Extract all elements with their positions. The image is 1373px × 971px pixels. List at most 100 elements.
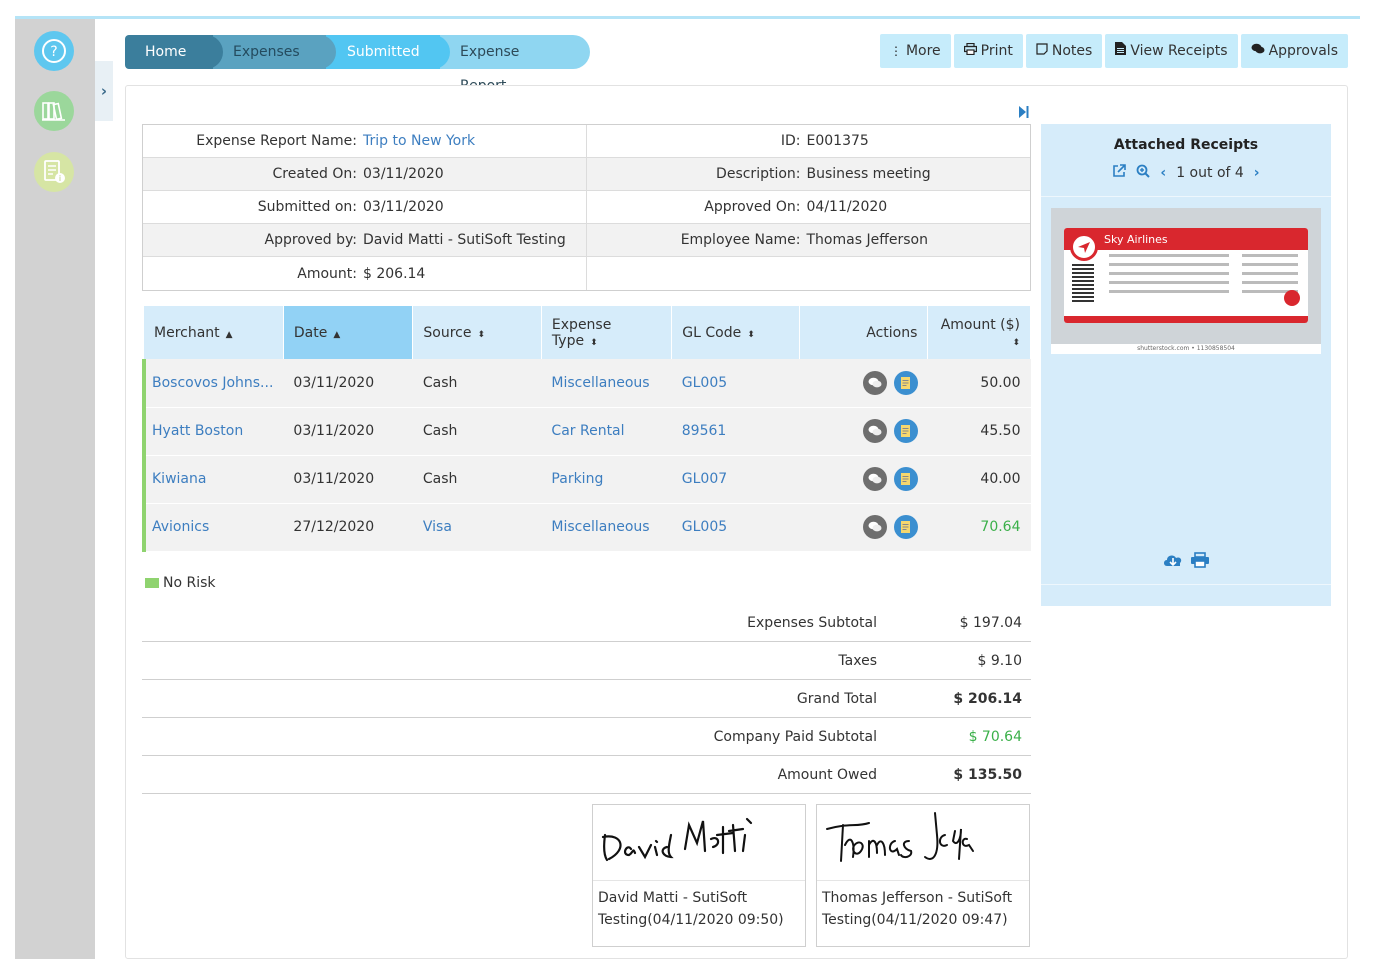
employee-name-label: Employee Name: <box>680 232 801 248</box>
gl-code-cell[interactable]: GL007 <box>671 455 800 504</box>
report-details: Expense Report Name: Trip to New York ID:… <box>142 124 1031 291</box>
breadcrumb-home[interactable]: Home <box>125 35 223 69</box>
date-cell: 03/11/2020 <box>283 359 413 408</box>
gl-code-cell[interactable]: 89561 <box>671 407 800 456</box>
table-row: Boscovos Johns... 03/11/2020 Cash Miscel… <box>141 359 1031 408</box>
created-on-label: Created On: <box>272 166 357 182</box>
amount-owed-row: Amount Owed $ 135.50 <box>142 756 1031 794</box>
merchant-column-header[interactable]: Merchant ▲ <box>144 306 284 359</box>
expenses-subtotal-value: $ 197.04 <box>887 614 1031 631</box>
view-receipts-button[interactable]: View Receipts <box>1105 34 1238 68</box>
collapse-receipts-icon[interactable] <box>1019 106 1029 122</box>
comment-icon[interactable] <box>862 467 887 491</box>
print-button[interactable]: Print <box>953 34 1023 68</box>
date-column-header[interactable]: Date ▲ <box>283 306 414 359</box>
source-column-header[interactable]: Source ⬍ <box>412 306 542 359</box>
sort-icon: ⬍ <box>1012 337 1020 348</box>
taxes-row: Taxes $ 9.10 <box>142 642 1031 680</box>
amount-owed-value: $ 135.50 <box>887 766 1031 783</box>
receipt-thumbnail[interactable]: Sky Airlines shutterstock.com • 11308585… <box>1051 208 1321 354</box>
breadcrumb-expenses[interactable]: Expenses <box>213 35 336 69</box>
boarding-pass-image: Sky Airlines <box>1064 228 1308 323</box>
description-value: Business meeting <box>806 166 931 182</box>
merchant-cell[interactable]: Hyatt Boston <box>141 407 284 456</box>
amount-cell: 70.64 <box>927 503 1031 552</box>
receipt-icon[interactable] <box>893 370 918 395</box>
image-credit: shutterstock.com • 1130858504 <box>1051 344 1321 354</box>
comment-icon[interactable] <box>862 370 887 395</box>
approvals-label: Approvals <box>1268 43 1338 59</box>
report-name-link[interactable]: Trip to New York <box>363 133 476 149</box>
gl-code-cell[interactable]: GL005 <box>671 359 800 408</box>
chevron-right-icon: › <box>100 82 108 100</box>
date-cell: 03/11/2020 <box>283 407 413 456</box>
expense-type-column-header[interactable]: Expense Type ⬍ <box>541 306 673 359</box>
cloud-download-icon[interactable] <box>1162 552 1184 572</box>
merchant-cell[interactable]: Kiwiana <box>141 455 284 504</box>
more-label: More <box>905 43 941 59</box>
external-link-icon[interactable] <box>1112 164 1127 182</box>
notes-label: Notes <box>1051 43 1093 59</box>
airplane-icon <box>1070 233 1098 261</box>
breadcrumb-submitted[interactable]: Submitted <box>326 35 450 69</box>
zoom-in-icon[interactable] <box>1136 164 1151 182</box>
report-name-label: Expense Report Name: <box>196 133 357 149</box>
divider <box>1041 584 1331 585</box>
signature-image <box>593 805 805 881</box>
sort-icon: ⬍ <box>747 329 755 340</box>
more-button[interactable]: ⋮ More <box>879 34 951 68</box>
sidebar-expand-toggle[interactable]: › <box>95 61 113 121</box>
approver-signature-card: David Matti - SutiSoft Testing(04/11/202… <box>592 804 806 947</box>
source-cell: Cash <box>412 359 542 408</box>
gl-code-cell[interactable]: GL005 <box>671 503 800 552</box>
company-paid-value: $ 70.64 <box>887 728 1031 745</box>
merchant-cell[interactable]: Boscovos Johns... <box>141 359 284 408</box>
merchant-cell[interactable]: Avionics <box>141 503 284 552</box>
employee-signature-card: Thomas Jefferson - SutiSoft Testing(04/1… <box>816 804 1030 947</box>
library-icon[interactable] <box>34 91 74 131</box>
signer-name: David Matti - SutiSoft <box>598 890 748 906</box>
report-info-icon[interactable]: i <box>34 152 74 192</box>
receipt-icon[interactable] <box>893 515 918 539</box>
expense-type-cell[interactable]: Parking <box>541 455 672 504</box>
expense-type-cell[interactable]: Car Rental <box>541 407 672 456</box>
comment-icon[interactable] <box>862 419 887 443</box>
details-row: Amount: $ 206.14 <box>143 257 1030 290</box>
approved-on-value: 04/11/2020 <box>806 199 888 215</box>
receipt-icon[interactable] <box>893 419 918 443</box>
gl-code-column-header[interactable]: GL Code ⬍ <box>671 306 801 359</box>
amount-value: $ 206.14 <box>363 265 426 282</box>
details-row: Created On: 03/11/2020 Description: Busine… <box>143 158 1030 191</box>
comment-icon[interactable] <box>862 515 887 539</box>
source-cell: Cash <box>412 455 542 504</box>
chevron-right-icon[interactable]: › <box>1253 165 1260 181</box>
expense-type-cell[interactable]: Miscellaneous <box>541 503 672 552</box>
print-icon <box>963 34 977 68</box>
signature-timestamp: Testing(04/11/2020 09:50) <box>598 912 784 928</box>
expense-type-cell[interactable]: Miscellaneous <box>541 359 672 408</box>
view-receipts-label: View Receipts <box>1130 43 1228 59</box>
receipt-icon[interactable] <box>893 467 918 491</box>
attached-receipts-panel: Attached Receipts ‹ 1 out of 4 › Sky Air… <box>1041 124 1331 606</box>
table-row: Avionics 27/12/2020 Visa Miscellaneous G… <box>141 503 1031 552</box>
chevron-left-icon[interactable]: ‹ <box>1160 165 1167 181</box>
signature-timestamp: Testing(04/11/2020 09:47) <box>822 912 1008 928</box>
sort-asc-icon: ▲ <box>333 329 341 340</box>
help-icon[interactable]: ? <box>34 31 74 71</box>
approvals-button[interactable]: Approvals <box>1240 34 1348 68</box>
notes-button[interactable]: Notes <box>1025 34 1103 68</box>
table-row: Kiwiana 03/11/2020 Cash Parking GL007 40… <box>141 455 1031 504</box>
print-icon[interactable] <box>1190 552 1210 572</box>
amount-cell: 40.00 <box>927 455 1031 504</box>
amount-column-header[interactable]: Amount ($) ⬍ <box>927 306 1031 359</box>
source-cell[interactable]: Visa <box>412 503 542 552</box>
receipt-pager: ‹ 1 out of 4 › <box>1041 163 1331 183</box>
details-row: Submitted on: 03/11/2020 Approved On: 04/1… <box>143 191 1030 224</box>
receipt-pager-label: 1 out of 4 <box>1176 165 1244 181</box>
expenses-subtotal-row: Expenses Subtotal $ 197.04 <box>142 604 1031 642</box>
breadcrumb: Home Expenses Submitted Expense Report <box>125 35 590 94</box>
totals-summary: Expenses Subtotal $ 197.04 Taxes $ 9.10 Gr… <box>142 604 1031 794</box>
description-label: Description: <box>716 166 801 182</box>
no-risk-label: No Risk <box>163 575 216 591</box>
risk-legend: No Risk <box>145 575 216 591</box>
